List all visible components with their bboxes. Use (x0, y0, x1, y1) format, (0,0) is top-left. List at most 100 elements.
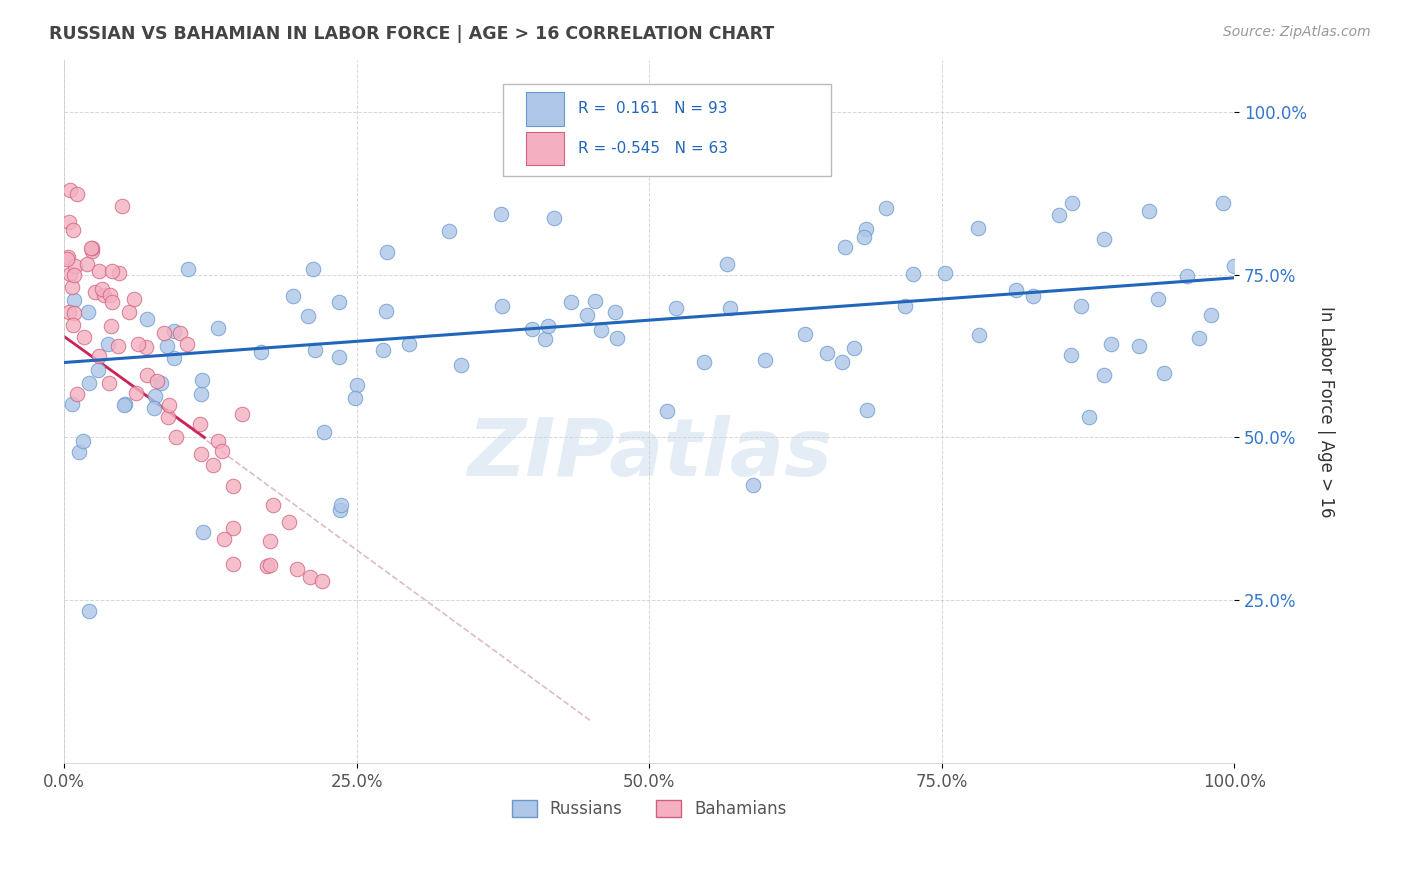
Point (76, 257, 98, 271)
Point (222, 479, 245, 493)
Point (108, 266, 131, 280)
Point (330, 499, 353, 513)
Point (693, 355, 716, 369)
Point (111, 199, 134, 213)
Point (1060, 348, 1083, 362)
Point (560, 294, 582, 309)
Point (117, 305, 139, 319)
Point (606, 331, 628, 345)
Point (665, 301, 688, 316)
Point (489, 207, 512, 221)
Point (73, 330, 96, 344)
Point (591, 323, 613, 337)
Point (143, 388, 166, 402)
Point (328, 350, 350, 364)
Point (176, 337, 198, 351)
Point (58, 215, 80, 229)
Point (285, 562, 308, 576)
Point (80, 244, 103, 258)
Point (853, 230, 876, 244)
Point (522, 322, 544, 336)
Point (311, 574, 333, 588)
Point (263, 498, 285, 512)
Point (1005, 283, 1028, 297)
Point (831, 355, 853, 369)
Point (82, 240, 104, 254)
Point (100, 318, 122, 333)
Point (190, 447, 212, 461)
Point (146, 374, 169, 388)
Point (66, 387, 89, 401)
Point (93, 288, 115, 302)
Point (437, 224, 460, 238)
Point (143, 401, 166, 415)
Point (62, 318, 84, 333)
Point (190, 373, 212, 387)
Point (207, 321, 229, 335)
Point (149, 376, 172, 390)
Point (742, 478, 765, 492)
Point (875, 202, 897, 216)
Point (301, 262, 323, 277)
Legend: Russians, Bahamians: Russians, Bahamians (505, 794, 793, 825)
Point (583, 294, 606, 309)
Point (794, 326, 817, 341)
Point (328, 294, 350, 309)
Point (87, 263, 110, 277)
Point (127, 337, 149, 351)
Point (79, 376, 101, 391)
Point (1223, 259, 1246, 273)
Point (543, 211, 565, 225)
Point (1177, 268, 1199, 283)
Point (60, 397, 83, 411)
Point (79, 241, 101, 255)
Point (1128, 339, 1150, 353)
Point (72, 434, 94, 449)
Point (59, 268, 82, 282)
Point (250, 344, 273, 359)
Point (125, 386, 148, 401)
Y-axis label: In Labor Force | Age > 16: In Labor Force | Age > 16 (1317, 306, 1334, 517)
Point (100, 295, 122, 310)
Point (136, 368, 159, 382)
Point (60, 280, 83, 294)
Point (344, 392, 367, 406)
Point (156, 410, 179, 425)
Point (63, 306, 86, 320)
Point (62, 223, 84, 237)
Point (66, 187, 89, 202)
Point (281, 289, 304, 303)
Point (966, 221, 988, 235)
Text: R = -0.545   N = 63: R = -0.545 N = 63 (578, 141, 728, 156)
Point (191, 525, 214, 540)
Point (1099, 337, 1122, 351)
Point (101, 264, 124, 278)
Point (136, 311, 159, 326)
Point (1077, 410, 1099, 425)
Point (374, 303, 396, 318)
Point (277, 515, 299, 529)
Point (107, 339, 129, 353)
Point (297, 309, 319, 323)
Point (63, 293, 86, 308)
Point (91, 282, 114, 296)
Point (135, 340, 157, 354)
Point (398, 337, 420, 351)
Point (1047, 208, 1070, 222)
Point (259, 533, 281, 548)
Point (212, 533, 235, 547)
Point (201, 458, 224, 472)
Point (256, 559, 278, 574)
Point (84, 285, 107, 299)
Point (1137, 203, 1160, 218)
Point (537, 319, 560, 334)
Point (346, 377, 368, 392)
Point (63, 259, 86, 273)
Point (1147, 292, 1170, 306)
Point (1199, 308, 1222, 322)
Point (575, 308, 598, 322)
Point (1092, 368, 1115, 383)
Point (1070, 299, 1092, 313)
Point (967, 328, 990, 343)
Point (190, 417, 212, 431)
